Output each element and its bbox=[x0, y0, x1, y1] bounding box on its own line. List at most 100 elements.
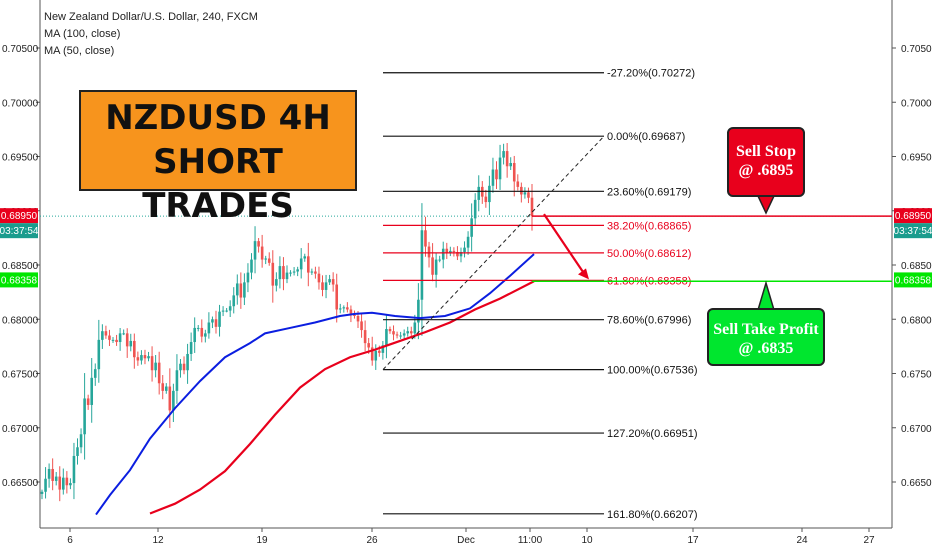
candle-body bbox=[413, 322, 417, 334]
projection-arrow-head bbox=[578, 268, 589, 280]
candle-body bbox=[289, 272, 292, 274]
candle-body bbox=[257, 241, 260, 247]
candle-body bbox=[509, 163, 512, 167]
fib-level-label: 0.00%(0.69687) bbox=[607, 131, 685, 143]
candle-body bbox=[530, 197, 534, 217]
candle-body bbox=[463, 247, 466, 252]
candle-body bbox=[175, 370, 179, 391]
countdown-badge-left-text: 03:37:54 bbox=[0, 226, 39, 237]
candle-body bbox=[154, 362, 157, 371]
fib-level-label: 23.60%(0.69179) bbox=[607, 186, 691, 198]
candle-body bbox=[79, 434, 83, 448]
candle-body bbox=[58, 476, 62, 490]
candle-body bbox=[62, 477, 65, 490]
take-profit-badge-left-text: 0.68358 bbox=[1, 275, 38, 286]
y-tick-label-right: 0.66500 bbox=[901, 478, 932, 489]
candle-body bbox=[196, 327, 200, 329]
candle-body bbox=[317, 273, 321, 283]
candle-body bbox=[97, 339, 101, 370]
candle-body bbox=[342, 307, 346, 309]
candle-body bbox=[399, 335, 402, 337]
candle-body bbox=[232, 295, 236, 307]
x-tick-label: 12 bbox=[152, 535, 164, 546]
candle-body bbox=[498, 157, 502, 180]
candle-body bbox=[157, 362, 161, 384]
candle-body bbox=[374, 350, 378, 361]
candle-body bbox=[189, 342, 193, 354]
current-price-badge-text: 0.68950 bbox=[895, 211, 932, 222]
fib-level-label: 50.00%(0.68612) bbox=[607, 248, 691, 260]
x-tick-label: 19 bbox=[256, 535, 268, 546]
candle-body bbox=[86, 398, 90, 405]
candle-body bbox=[321, 282, 324, 290]
y-tick-label-right: 0.68500 bbox=[901, 261, 932, 272]
candle-body bbox=[65, 477, 69, 486]
candle-body bbox=[218, 311, 221, 327]
candle-body bbox=[150, 356, 154, 371]
candle-body bbox=[456, 251, 459, 257]
y-tick-label-right: 0.70000 bbox=[901, 98, 932, 109]
candle-body bbox=[459, 251, 463, 257]
candle-body bbox=[164, 386, 168, 391]
candle-body bbox=[235, 283, 239, 296]
y-tick-label-left: 0.70500 bbox=[2, 44, 39, 55]
fib-level-label: 100.00%(0.67536) bbox=[607, 365, 698, 377]
candle-body bbox=[186, 353, 189, 371]
title-banner: NZDUSD 4H SHORT TRADES bbox=[79, 90, 357, 226]
candle-body bbox=[466, 236, 470, 248]
candle-body bbox=[516, 181, 520, 187]
candle-body bbox=[402, 333, 406, 336]
candle-body bbox=[228, 306, 232, 311]
candle-body bbox=[367, 343, 370, 348]
candle-body bbox=[40, 491, 44, 494]
candle-body bbox=[495, 169, 498, 180]
fib-level-label: 78.60%(0.67996) bbox=[607, 315, 691, 327]
candle-body bbox=[523, 192, 527, 195]
candle-body bbox=[346, 307, 349, 310]
fib-level-label: 38.20%(0.68865) bbox=[607, 220, 691, 232]
candle-body bbox=[260, 246, 264, 260]
candle-body bbox=[363, 330, 367, 344]
x-tick-label: 17 bbox=[687, 535, 699, 546]
candle-body bbox=[424, 230, 427, 247]
candle-body bbox=[179, 363, 182, 371]
candle-body bbox=[427, 246, 431, 258]
take-profit-badge bbox=[894, 272, 932, 288]
y-tick-label-left: 0.67500 bbox=[2, 370, 39, 381]
y-tick-label-right: 0.69500 bbox=[901, 153, 932, 164]
banner-line-1: NZDUSD 4H bbox=[105, 98, 331, 138]
x-tick-label: 10 bbox=[581, 535, 593, 546]
candle-body bbox=[200, 327, 204, 337]
candle-body bbox=[356, 315, 360, 322]
candle-body bbox=[172, 390, 175, 411]
candle-body bbox=[420, 230, 424, 300]
projection-arrow bbox=[543, 213, 587, 278]
candle-body bbox=[378, 350, 381, 353]
candle-body bbox=[267, 258, 271, 263]
x-tick-label: 11:00 bbox=[518, 535, 543, 546]
x-tick-label: 6 bbox=[67, 535, 73, 546]
candle-body bbox=[449, 250, 452, 254]
fib-level-label: 127.20%(0.66951) bbox=[607, 428, 698, 440]
take-profit-badge-text: 0.68358 bbox=[895, 275, 932, 286]
candle-body bbox=[310, 271, 314, 273]
candle-body bbox=[44, 478, 47, 492]
candle-body bbox=[502, 151, 505, 158]
candle-body bbox=[527, 192, 530, 198]
candle-body bbox=[204, 333, 207, 337]
candle-body bbox=[101, 331, 104, 340]
candle-body bbox=[271, 262, 275, 286]
candle-body bbox=[69, 483, 72, 486]
sell-stop-line-1: Sell Stop bbox=[735, 143, 796, 160]
candle-body bbox=[133, 340, 136, 358]
candle-body bbox=[264, 258, 267, 260]
x-tick-label: 27 bbox=[863, 535, 875, 546]
candle-body bbox=[108, 335, 111, 340]
x-tick-label: 26 bbox=[366, 535, 378, 546]
chart-title: New Zealand Dollar/U.S. Dollar, 240, FXC… bbox=[44, 11, 258, 23]
candle-body bbox=[477, 186, 481, 200]
banner-line-2: SHORT TRADES bbox=[142, 142, 294, 226]
candle-body bbox=[143, 355, 147, 359]
candle-body bbox=[335, 284, 339, 310]
